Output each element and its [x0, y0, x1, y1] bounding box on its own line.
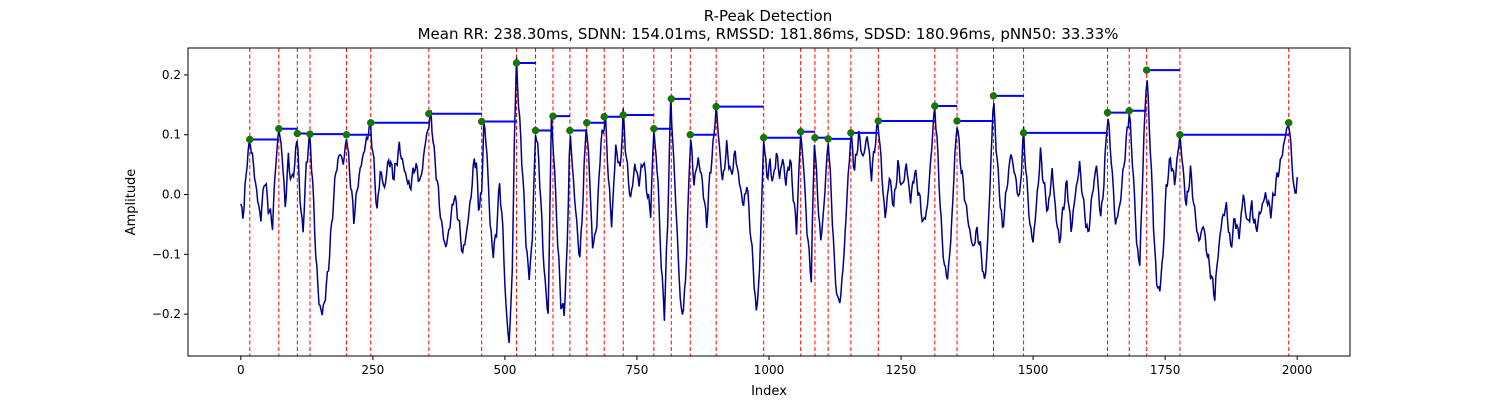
x-tick-label: 250 — [361, 363, 384, 377]
r-peak-marker — [342, 130, 351, 139]
r-peak-marker — [1103, 108, 1112, 117]
r-peak-marker — [512, 59, 521, 67]
r-peak-marker — [246, 135, 254, 144]
r-peak-marker — [686, 130, 695, 139]
r-peak-marker — [847, 129, 855, 137]
r-peak-marker — [1019, 129, 1028, 137]
r-peak-marker — [1125, 107, 1133, 115]
x-axis: 0 250 500 750 1000 1250 1500 1750 2000 — [237, 356, 1312, 377]
x-tick-label: 750 — [626, 363, 649, 377]
r-peak-marker — [989, 92, 998, 100]
signal-layer — [240, 57, 1298, 344]
rr-interval-layer — [249, 61, 1289, 141]
chart-subtitle: Mean RR: 238.30ms, SDNN: 154.01ms, RMSSD… — [418, 25, 1119, 43]
r-peak-marker — [600, 113, 608, 121]
x-tick-label: 1250 — [886, 363, 917, 377]
r-peak-marker — [531, 126, 540, 135]
r-peak-marker — [811, 133, 819, 142]
r-peak-marker — [650, 124, 658, 133]
r-peak-marker — [1142, 66, 1151, 74]
r-peak-marker — [1176, 130, 1184, 139]
x-tick-label: 2000 — [1282, 363, 1313, 377]
r-peak-marker — [425, 110, 433, 118]
r-peak-marker — [824, 135, 832, 143]
r-peak-marker — [583, 119, 591, 127]
peak-lines — [249, 48, 1290, 356]
r-peak-marker — [293, 129, 302, 138]
r-peak-marker — [477, 117, 486, 126]
peak-marker-layer — [246, 59, 1293, 144]
r-peak-marker — [759, 133, 768, 142]
y-tick-label: −0.2 — [152, 307, 181, 321]
y-tick-label: −0.1 — [152, 247, 181, 261]
r-peak-marker — [275, 124, 283, 133]
y-axis: −0.2 −0.1 0.0 0.1 0.2 — [152, 68, 188, 321]
x-tick-label: 0 — [237, 363, 245, 377]
r-peak-marker — [874, 117, 883, 125]
y-tick-label: 0.1 — [162, 128, 181, 142]
signal-line — [240, 57, 1298, 344]
r-peak-marker — [667, 95, 676, 103]
plot-frame — [187, 47, 1351, 357]
chart-title: R-Peak Detection — [704, 7, 832, 25]
r-peak-marker — [367, 119, 375, 127]
x-tick-label: 500 — [493, 363, 516, 377]
x-axis-label: Index — [751, 384, 787, 399]
r-peak-marker — [619, 111, 627, 119]
r-peak-marker — [796, 127, 805, 136]
r-peak-marker — [549, 112, 557, 120]
y-axis-label: Amplitude — [124, 169, 139, 236]
r-peak-marker — [931, 102, 939, 110]
r-peak-marker — [1284, 119, 1293, 127]
y-tick-label: 0.2 — [162, 68, 181, 82]
x-tick-label: 1000 — [754, 363, 785, 377]
r-peak-marker — [306, 130, 314, 138]
y-tick-label: 0.0 — [162, 188, 181, 202]
r-peak-marker — [566, 126, 574, 135]
x-tick-label: 1750 — [1150, 363, 1181, 377]
r-peak-marker — [953, 117, 961, 125]
x-tick-label: 1500 — [1018, 363, 1049, 377]
r-peak-marker — [712, 102, 720, 111]
